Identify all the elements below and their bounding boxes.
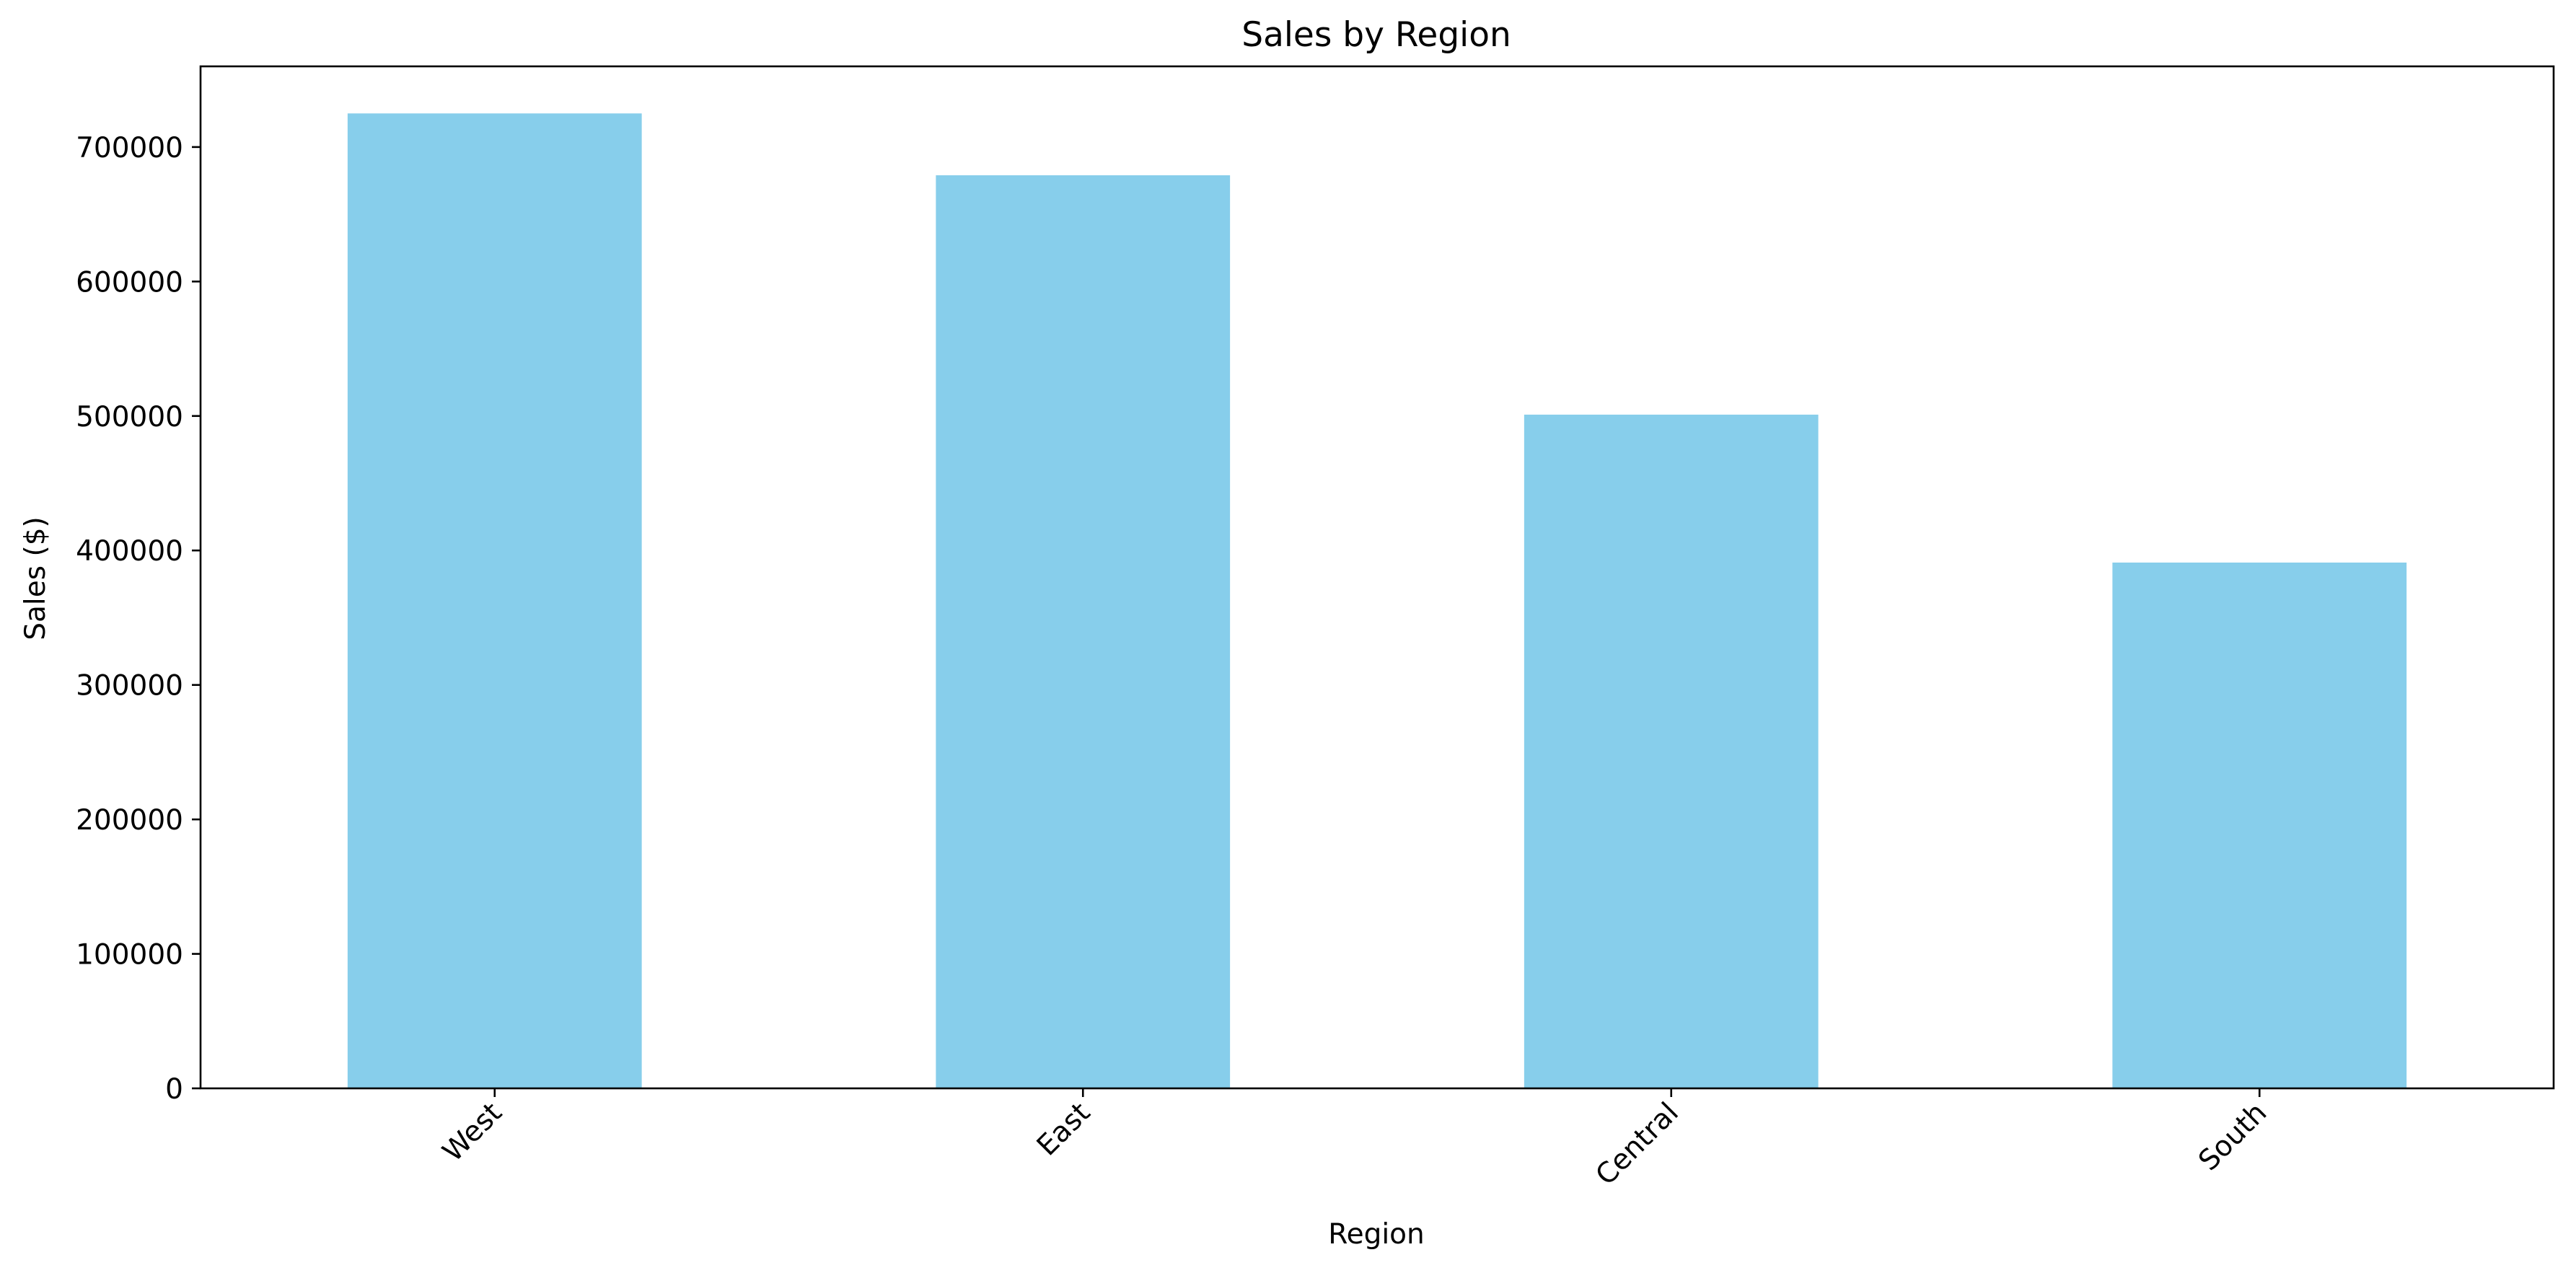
x-axis-label: Region xyxy=(1328,1218,1425,1251)
y-axis-ticks: 0 100000 200000 300000 400000 500000 600000 700… xyxy=(76,132,201,1106)
y-tick-label: 600000 xyxy=(76,266,183,299)
bar-south xyxy=(2112,562,2407,1088)
y-tick-label: 0 xyxy=(165,1073,183,1106)
y-tick-label: 200000 xyxy=(76,804,183,837)
y-axis-label: Sales ($) xyxy=(19,516,52,640)
y-tick-label: 700000 xyxy=(76,132,183,164)
bar-central xyxy=(1524,414,1819,1088)
chart-title: Sales by Region xyxy=(1241,15,1511,55)
bar-west xyxy=(347,113,642,1088)
y-tick-label: 100000 xyxy=(76,939,183,972)
bar-east xyxy=(936,175,1231,1089)
bars xyxy=(347,113,2407,1089)
y-tick-label: 300000 xyxy=(76,670,183,702)
y-tick-label: 500000 xyxy=(76,401,183,433)
y-tick-label: 400000 xyxy=(76,535,183,568)
plot-frame xyxy=(199,65,2555,1090)
